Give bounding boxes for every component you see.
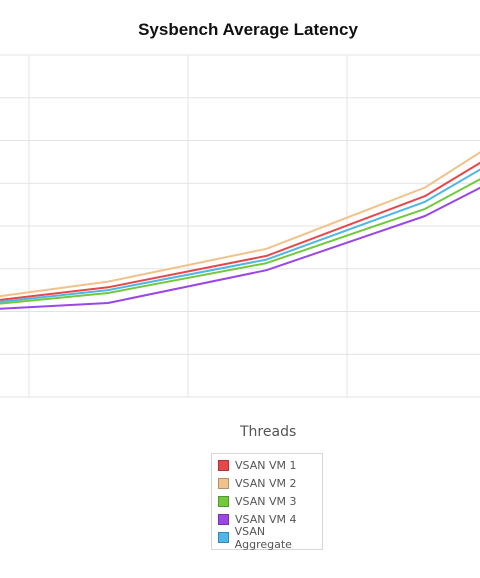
series-line-vsan-vm-2 bbox=[0, 151, 480, 298]
legend: VSAN VM 1 VSAN VM 2 VSAN VM 3 VSAN VM 4 VSAN… bbox=[211, 453, 323, 551]
grid-lines bbox=[0, 54, 480, 398]
legend-label: VSAN VM 4 bbox=[235, 513, 297, 527]
series-line-vsan-vm-3 bbox=[0, 178, 480, 305]
x-axis-title: Threads bbox=[240, 424, 297, 440]
series-lines bbox=[0, 151, 480, 310]
chart-plot-area: 4816 bbox=[0, 54, 480, 398]
legend-swatch bbox=[218, 477, 229, 489]
legend-item[interactable]: VSAN VM 2 bbox=[212, 474, 322, 492]
legend-label: VSAN Aggregate bbox=[234, 524, 292, 551]
legend-label: VSAN VM 1 bbox=[235, 458, 297, 472]
legend-label: VSAN VM 2 bbox=[235, 476, 297, 490]
legend-swatch bbox=[218, 459, 229, 471]
legend-swatch bbox=[218, 514, 229, 526]
series-line-vsan-aggregate bbox=[0, 168, 480, 303]
chart-title: Sysbench Average Latency bbox=[138, 20, 358, 39]
series-line-vsan-vm-1 bbox=[0, 161, 480, 301]
legend-label: VSAN VM 3 bbox=[235, 494, 297, 508]
legend-swatch bbox=[218, 532, 229, 544]
legend-swatch bbox=[218, 495, 229, 507]
series-line-vsan-vm-4 bbox=[0, 186, 480, 310]
legend-item[interactable]: VSAN VM 1 bbox=[212, 456, 322, 474]
legend-item[interactable]: VSAN Aggregate bbox=[212, 525, 322, 551]
legend-item[interactable]: VSAN VM 3 bbox=[212, 492, 322, 510]
legend-item[interactable]: VSAN VM 4 bbox=[212, 511, 322, 529]
